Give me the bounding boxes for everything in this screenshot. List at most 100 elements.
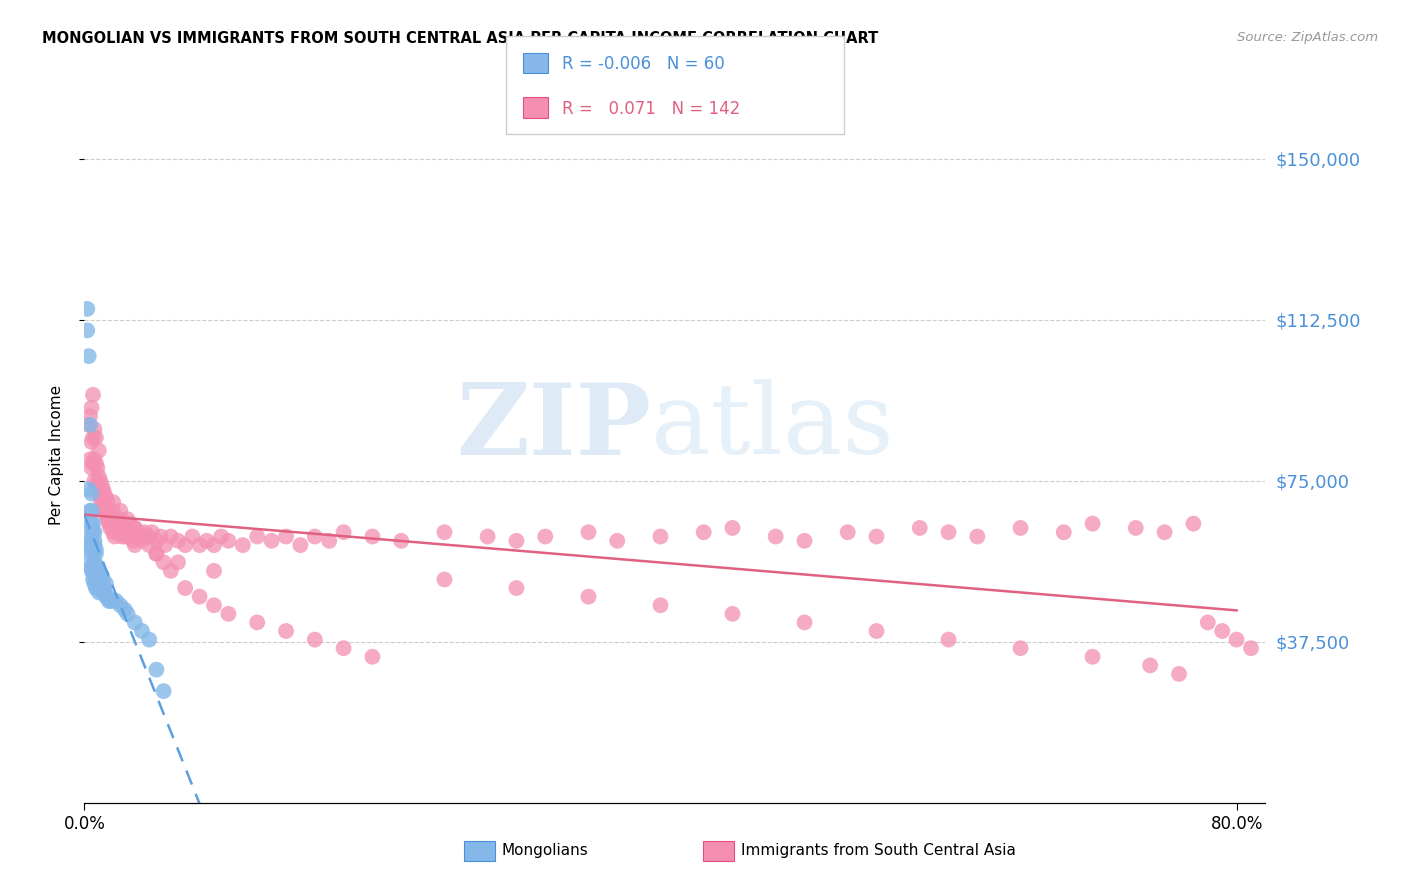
Point bbox=[1211, 624, 1233, 638]
Point bbox=[304, 632, 326, 647]
Point bbox=[145, 547, 167, 561]
Point bbox=[93, 581, 115, 595]
Point bbox=[93, 504, 115, 518]
Point bbox=[114, 602, 136, 616]
Text: ZIP: ZIP bbox=[457, 378, 651, 475]
Point bbox=[578, 525, 600, 540]
Point bbox=[174, 581, 197, 595]
Point bbox=[84, 573, 107, 587]
Point bbox=[83, 568, 105, 582]
Point bbox=[86, 573, 108, 587]
Point bbox=[80, 460, 103, 475]
Point bbox=[89, 474, 111, 488]
Point bbox=[1053, 525, 1076, 540]
Point bbox=[83, 533, 105, 548]
Point bbox=[141, 525, 163, 540]
Point bbox=[91, 483, 114, 497]
Point bbox=[138, 538, 160, 552]
Point bbox=[1226, 632, 1249, 647]
Point bbox=[1139, 658, 1161, 673]
Point bbox=[79, 417, 101, 432]
Point bbox=[122, 533, 145, 548]
Point bbox=[149, 529, 172, 543]
Point bbox=[80, 516, 103, 531]
Point bbox=[87, 486, 110, 500]
Point bbox=[246, 529, 269, 543]
Point bbox=[86, 559, 108, 574]
Point bbox=[91, 573, 114, 587]
Point bbox=[134, 525, 156, 540]
Point bbox=[82, 573, 104, 587]
Point bbox=[82, 431, 104, 445]
Point bbox=[114, 525, 136, 540]
Point bbox=[77, 525, 100, 540]
Point bbox=[84, 559, 107, 574]
Point bbox=[91, 500, 114, 514]
Point bbox=[94, 508, 117, 522]
Point bbox=[101, 504, 124, 518]
Point bbox=[82, 525, 104, 540]
Point bbox=[606, 533, 628, 548]
Point bbox=[87, 576, 110, 591]
Point bbox=[98, 521, 121, 535]
Point bbox=[83, 525, 105, 540]
Point bbox=[1125, 521, 1147, 535]
Point bbox=[94, 504, 117, 518]
Point bbox=[1010, 641, 1032, 656]
Point bbox=[79, 452, 101, 467]
Point bbox=[82, 457, 104, 471]
Point bbox=[174, 538, 197, 552]
Point bbox=[110, 599, 132, 613]
Point bbox=[361, 529, 384, 543]
Point bbox=[84, 431, 107, 445]
Point bbox=[159, 564, 181, 578]
Point bbox=[82, 547, 104, 561]
Point bbox=[152, 684, 174, 698]
Point bbox=[101, 495, 124, 509]
Text: Immigrants from South Central Asia: Immigrants from South Central Asia bbox=[741, 844, 1017, 858]
Point bbox=[578, 590, 600, 604]
Point bbox=[127, 529, 149, 543]
Point bbox=[91, 585, 114, 599]
Point bbox=[202, 538, 225, 552]
Point bbox=[117, 607, 139, 621]
Point bbox=[84, 457, 107, 471]
Point bbox=[145, 663, 167, 677]
Point bbox=[202, 564, 225, 578]
Point bbox=[1010, 521, 1032, 535]
Point bbox=[105, 521, 128, 535]
Point bbox=[80, 435, 103, 450]
Point bbox=[87, 564, 110, 578]
Point bbox=[120, 525, 142, 540]
Point bbox=[87, 469, 110, 483]
Point bbox=[721, 607, 744, 621]
Point bbox=[93, 486, 115, 500]
Point bbox=[217, 533, 239, 548]
Point bbox=[938, 632, 960, 647]
Point bbox=[97, 594, 120, 608]
Point bbox=[101, 594, 124, 608]
Point bbox=[90, 495, 112, 509]
Point bbox=[721, 521, 744, 535]
Point bbox=[188, 590, 211, 604]
Point bbox=[246, 615, 269, 630]
Point bbox=[80, 564, 103, 578]
Point bbox=[86, 581, 108, 595]
Y-axis label: Per Capita Income: Per Capita Income bbox=[49, 384, 63, 525]
Point bbox=[332, 641, 354, 656]
Point bbox=[793, 615, 815, 630]
Point bbox=[318, 533, 340, 548]
Point bbox=[650, 529, 672, 543]
Point bbox=[90, 568, 112, 582]
Point bbox=[128, 525, 150, 540]
Point bbox=[94, 576, 117, 591]
Text: MONGOLIAN VS IMMIGRANTS FROM SOUTH CENTRAL ASIA PER CAPITA INCOME CORRELATION CH: MONGOLIAN VS IMMIGRANTS FROM SOUTH CENTR… bbox=[42, 31, 879, 46]
Point bbox=[80, 559, 103, 574]
Point bbox=[83, 555, 105, 569]
Point bbox=[80, 401, 103, 415]
Point bbox=[87, 585, 110, 599]
Point bbox=[131, 529, 153, 543]
Point bbox=[477, 529, 499, 543]
Point bbox=[124, 538, 146, 552]
Point bbox=[83, 538, 105, 552]
